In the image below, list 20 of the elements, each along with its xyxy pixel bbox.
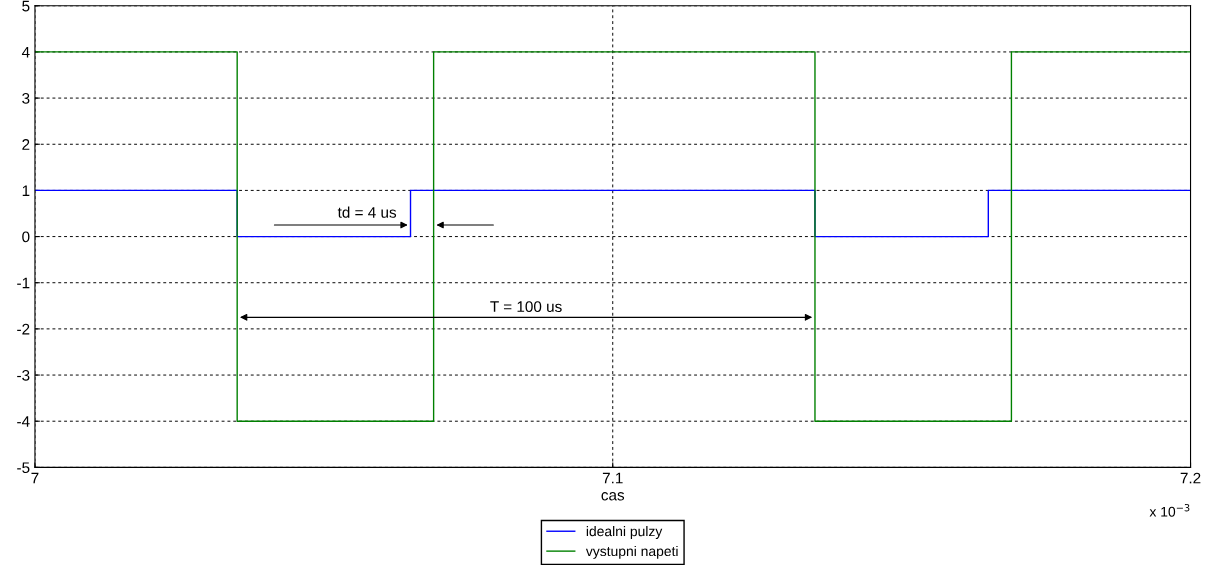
y-tick-label: 0 xyxy=(22,231,30,243)
y-tick-label: -4 xyxy=(17,416,30,427)
text: x 10$^{−3}$ xyxy=(1149,504,1190,517)
y-tick-label: -2 xyxy=(17,323,30,335)
y-tick-label: -5 xyxy=(17,462,30,474)
y-tick-label: 4 xyxy=(21,46,30,58)
x-axis-title: cas xyxy=(601,492,625,501)
y-tick-label: 2 xyxy=(22,139,30,150)
annotation: T = 100 us xyxy=(490,301,562,313)
y-tick-label: 1 xyxy=(22,185,30,196)
x-tick-label: 7.1 xyxy=(602,472,623,484)
legend-label: idealni pulzy xyxy=(586,526,663,539)
x-tick-label: 7 xyxy=(31,472,39,484)
annotation: td = 4 us xyxy=(337,206,397,218)
y-tick-label: 5 xyxy=(22,0,30,12)
legend-label: vystupni napeti xyxy=(585,545,678,559)
x-tick-label: 7.2 xyxy=(1180,472,1201,484)
y-tick-label: -1 xyxy=(17,277,30,289)
y-tick-label: 3 xyxy=(22,92,30,104)
y-tick-label: -3 xyxy=(17,369,30,381)
